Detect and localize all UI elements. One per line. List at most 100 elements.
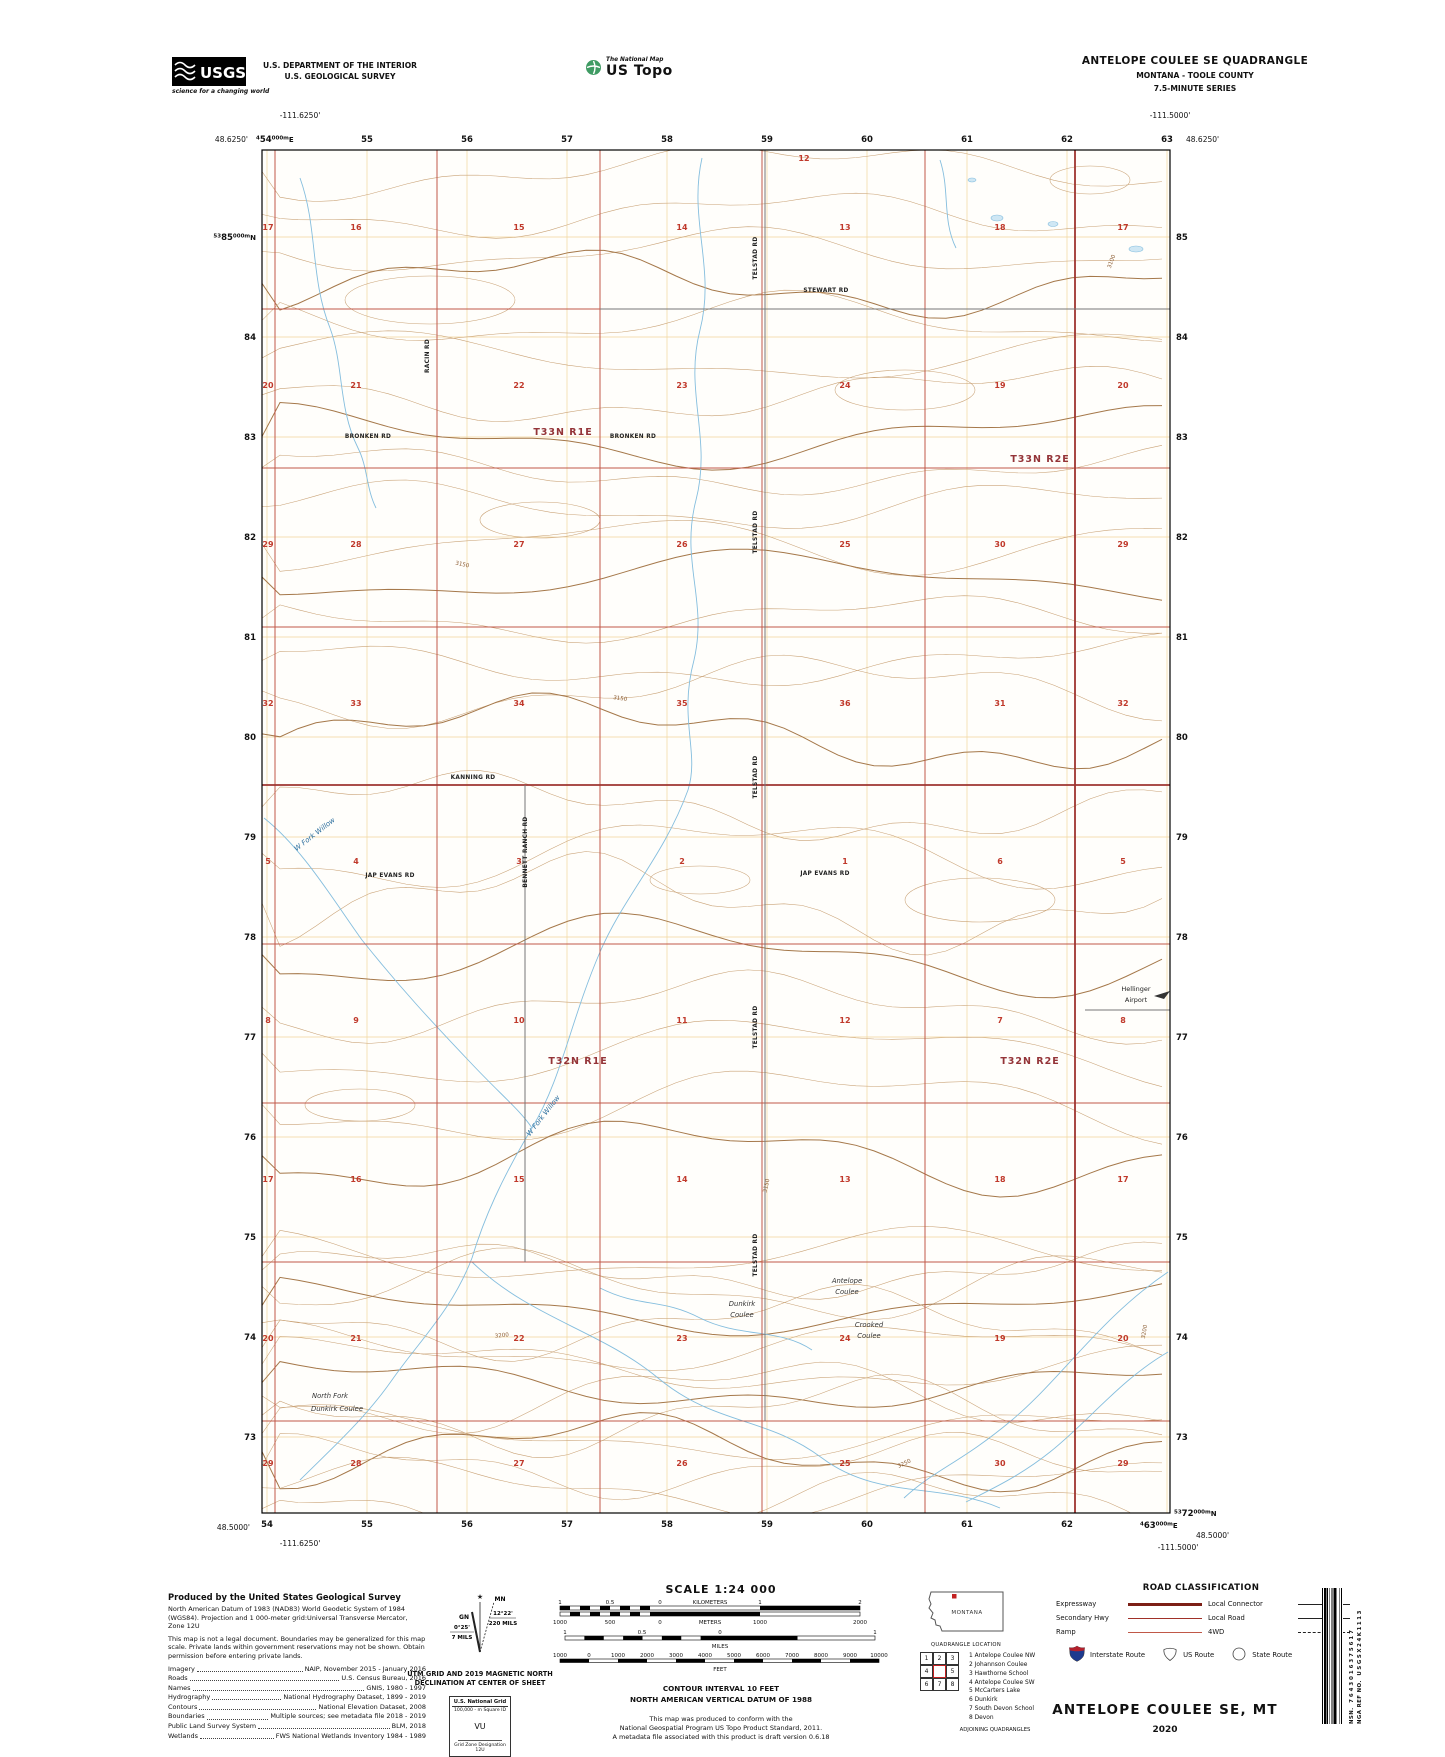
contour-line: [262, 1373, 1163, 1458]
adjoining-grid-cell: 1: [920, 1652, 933, 1665]
contour-line: [262, 969, 1163, 1045]
svg-text:3000: 3000: [669, 1653, 683, 1659]
road-label: BRONKEN RD: [610, 434, 656, 440]
grid-northing-label: 78: [1176, 933, 1188, 943]
grid-northing-label: 83: [1176, 433, 1188, 443]
svg-text:1: 1: [563, 1630, 567, 1636]
grid-northing-label: 84: [244, 333, 256, 343]
grid-easting-label: 57: [561, 135, 573, 145]
grid-northing-label: 82: [1176, 533, 1188, 543]
credit-row: Boundaries Multiple sources; see metadata…: [168, 1712, 426, 1721]
section-number: 7: [997, 1016, 1003, 1025]
section-number: 13: [839, 1175, 850, 1184]
contour-line: [262, 479, 1163, 529]
coulee-label: Coulee: [835, 1288, 858, 1296]
section-number: 29: [262, 1459, 274, 1468]
credit-row: Imagery NAIP, November 2015 - January 201…: [168, 1664, 426, 1673]
section-number: 28: [350, 1459, 362, 1468]
contour-line: [262, 249, 1163, 319]
road-class-line-sample: [1128, 1602, 1202, 1606]
department-lines: U.S. DEPARTMENT OF THE INTERIOR U.S. GEO…: [250, 60, 430, 83]
adjoining-grid-cell: 4: [920, 1665, 933, 1678]
stream: [299, 177, 377, 509]
contour-elevation-label: 3150: [763, 1178, 772, 1193]
svg-text:1: 1: [558, 1600, 562, 1606]
grid-easting-label: 59: [761, 135, 773, 145]
quad-subtitle: MONTANA - TOOLE COUNTY: [1136, 71, 1254, 80]
contour-line: [262, 1456, 1163, 1513]
section-number: 4: [353, 857, 359, 866]
grid-easting-label: 61: [961, 1520, 973, 1530]
quad-location-marker: [952, 1594, 957, 1599]
section-number: 34: [513, 699, 525, 708]
grid-northing-label: 79: [244, 833, 256, 843]
contour-line: [262, 1361, 1163, 1435]
svg-text:2000: 2000: [853, 1620, 867, 1626]
section-number: 12: [798, 154, 809, 163]
grid-northing-label: 75: [1176, 1233, 1188, 1243]
section-number: 5: [1120, 857, 1126, 866]
section-number: 17: [262, 1175, 273, 1184]
credit-row: Names GNIS, 1980 - 1997: [168, 1683, 426, 1692]
coulee-label: Dunkirk: [729, 1300, 756, 1308]
quadrangle-location-block: MONTANA QUADRANGLE LOCATION: [926, 1589, 1006, 1648]
contour-loop: [344, 275, 516, 325]
contour-line: [262, 366, 1163, 422]
conformance-2: National Geospatial Program US Topo Prod…: [619, 1724, 823, 1733]
section-number: 8: [1120, 1016, 1126, 1025]
sheet-title-block: ANTELOPE COULEE SE, MT 2020: [1040, 1702, 1290, 1735]
road-label: JAP EVANS RD: [799, 871, 849, 877]
airport-symbol: [1154, 991, 1170, 999]
sheet-year: 2020: [1152, 1725, 1178, 1735]
svg-text:1000: 1000: [553, 1620, 567, 1626]
road-class-label: Secondary Hwy: [1056, 1614, 1109, 1622]
section-number: 25: [839, 1459, 851, 1468]
contour-line: [262, 1412, 1163, 1493]
shield-item: US Route: [1161, 1646, 1214, 1664]
svg-text:1000: 1000: [753, 1620, 767, 1626]
svg-text:2: 2: [858, 1600, 862, 1606]
contour-loop: [904, 877, 1056, 923]
neatline: [261, 149, 1171, 1514]
pond: [967, 177, 977, 183]
contour-line: [262, 445, 1163, 496]
grid-north-label: GN: [459, 1614, 469, 1621]
corner-latitude: 48.6250': [215, 135, 248, 144]
section-number: 29: [1117, 540, 1129, 549]
grid-easting-label: 62: [1061, 1520, 1073, 1530]
utm-northing-full-label: 5385000mN: [213, 233, 256, 243]
section-number: 20: [1117, 1334, 1129, 1343]
section-number: 18: [994, 223, 1006, 232]
contour-loop: [834, 369, 976, 411]
section-number: 8: [265, 1016, 271, 1025]
us-route-shield-icon: [1161, 1646, 1179, 1664]
shield-label: State Route: [1252, 1650, 1293, 1659]
adjoining-grid-cell: 8: [946, 1678, 959, 1691]
section-number: 12: [839, 1016, 850, 1025]
national-map-icon: [586, 60, 601, 76]
adjoining-quad-name: 1 Antelope Coulee NW: [969, 1653, 1036, 1659]
svg-text:1: 1: [873, 1630, 877, 1636]
corner-latitude: 48.6250': [1186, 135, 1219, 144]
section-number: 16: [350, 1175, 362, 1184]
stream: [599, 1287, 813, 1351]
stream: [903, 1271, 1169, 1499]
coulee-label: Antelope: [831, 1277, 862, 1285]
township-label: T32N R2E: [1000, 1056, 1059, 1067]
road-label: TELSTAD RD: [753, 1234, 759, 1277]
svg-text:2000: 2000: [640, 1653, 654, 1659]
svg-text:MILES: MILES: [712, 1644, 729, 1650]
grid-easting-label: 55: [361, 1520, 373, 1530]
section-number: 15: [513, 223, 525, 232]
utm-easting-full-label: 463000mE: [1140, 1521, 1178, 1531]
section-number: 24: [839, 381, 851, 390]
place-label: Hellinger: [1121, 985, 1151, 993]
ustopo-logo: The National Map US Topo: [585, 57, 673, 78]
section-number: 19: [994, 381, 1006, 390]
township-label: T33N R1E: [533, 427, 592, 438]
contour-elevation-label: 3150: [613, 695, 628, 703]
section-number: 18: [994, 1175, 1006, 1184]
